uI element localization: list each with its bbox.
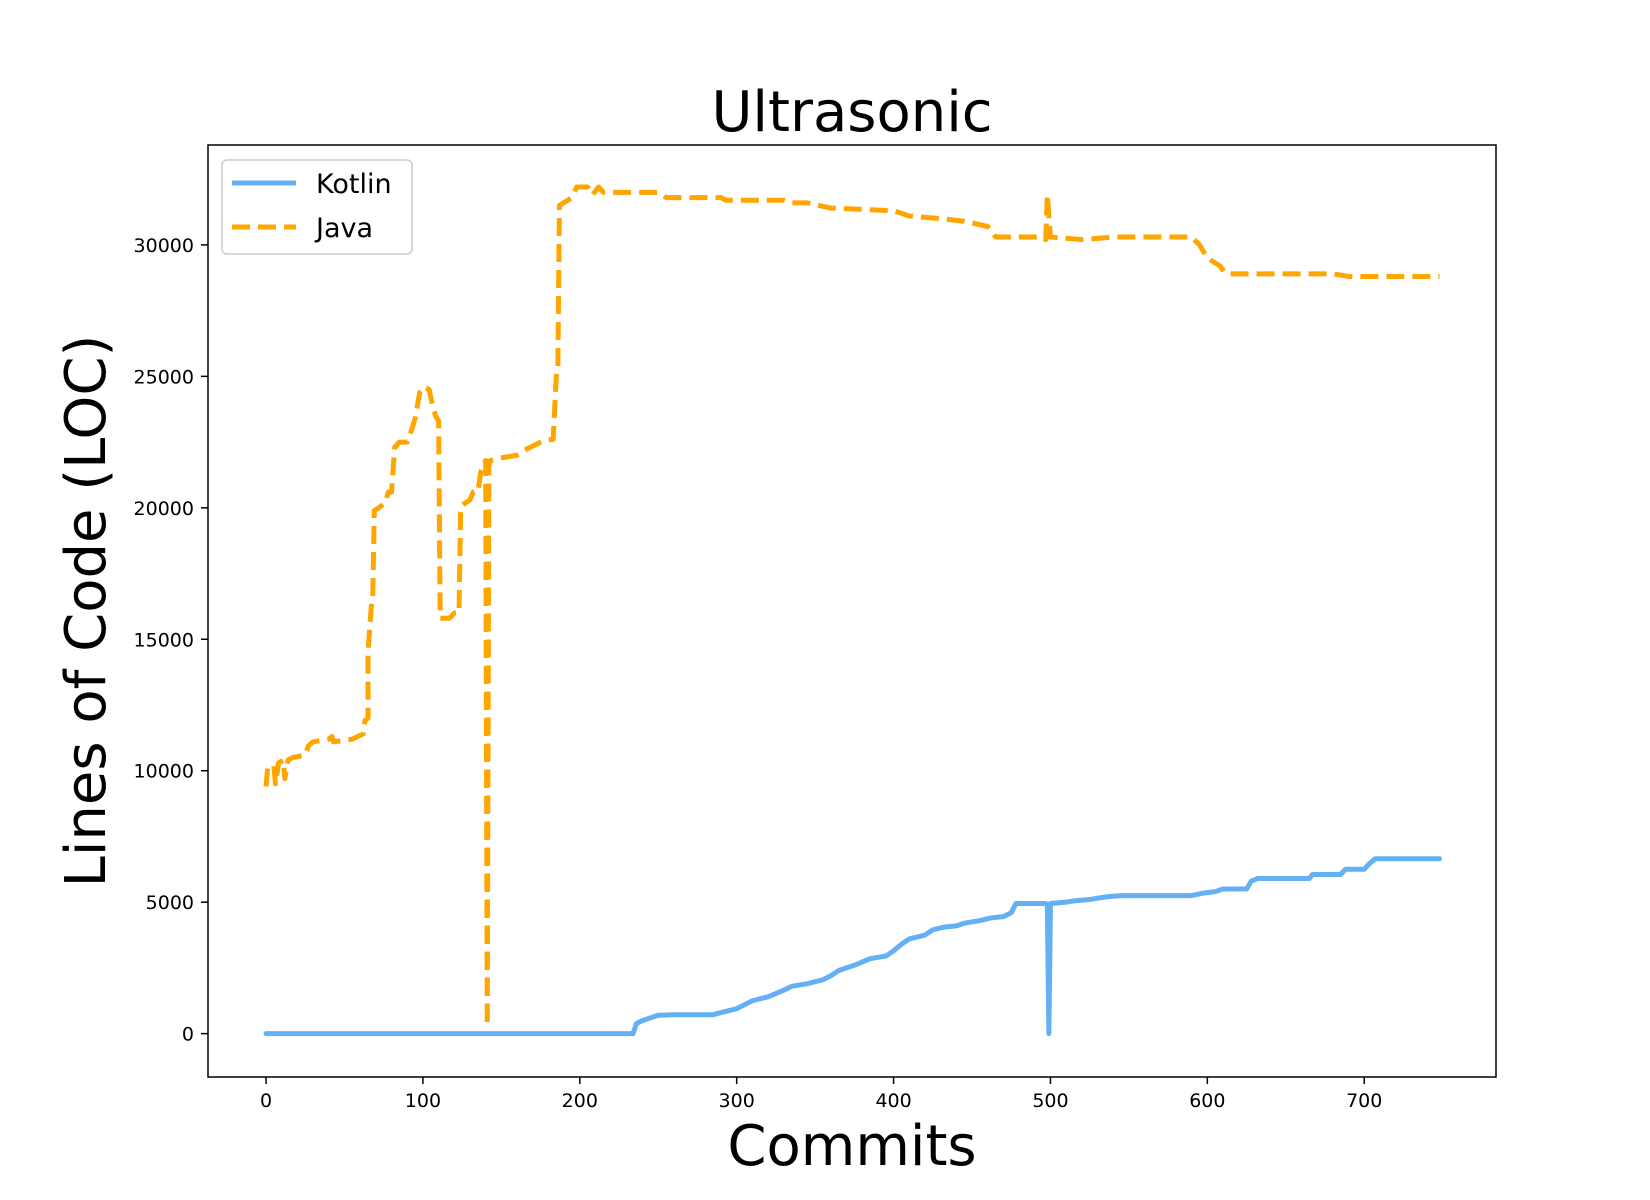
x-tick-label: 700: [1346, 1090, 1382, 1112]
x-tick-label: 200: [562, 1090, 598, 1112]
x-tick-label: 100: [405, 1090, 441, 1112]
x-tick-label: 600: [1189, 1090, 1225, 1112]
y-axis-label: Lines of Code (LOC): [54, 335, 119, 888]
legend-label-java: Java: [314, 213, 373, 244]
x-tick-label: 400: [875, 1090, 911, 1112]
x-tick-label: 300: [719, 1090, 755, 1112]
x-axis-ticks: 0 100 200 300 400 500 600 700: [260, 1077, 1382, 1112]
x-axis-label: Commits: [727, 1114, 976, 1179]
plot-area-frame: [207, 144, 1497, 1078]
chart-title: Ultrasonic: [711, 80, 992, 145]
y-tick-label: 25000: [134, 366, 194, 388]
x-tick-label: 0: [260, 1090, 272, 1112]
x-tick-label: 500: [1032, 1090, 1068, 1112]
series-layer: [263, 184, 1443, 1037]
legend: Kotlin Java: [221, 159, 413, 255]
series-line-java: [263, 184, 1440, 1029]
y-tick-label: 0: [182, 1024, 194, 1046]
y-tick-label: 15000: [134, 629, 194, 651]
y-tick-label: 30000: [134, 235, 194, 257]
y-tick-label: 5000: [146, 892, 194, 914]
legend-label-kotlin: Kotlin: [316, 169, 392, 200]
series-line-kotlin: [263, 856, 1443, 1037]
y-axis-ticks: 0 5000 10000 15000 20000 25000 30000: [134, 235, 208, 1046]
y-tick-label: 20000: [134, 498, 194, 520]
y-tick-label: 10000: [134, 761, 194, 783]
